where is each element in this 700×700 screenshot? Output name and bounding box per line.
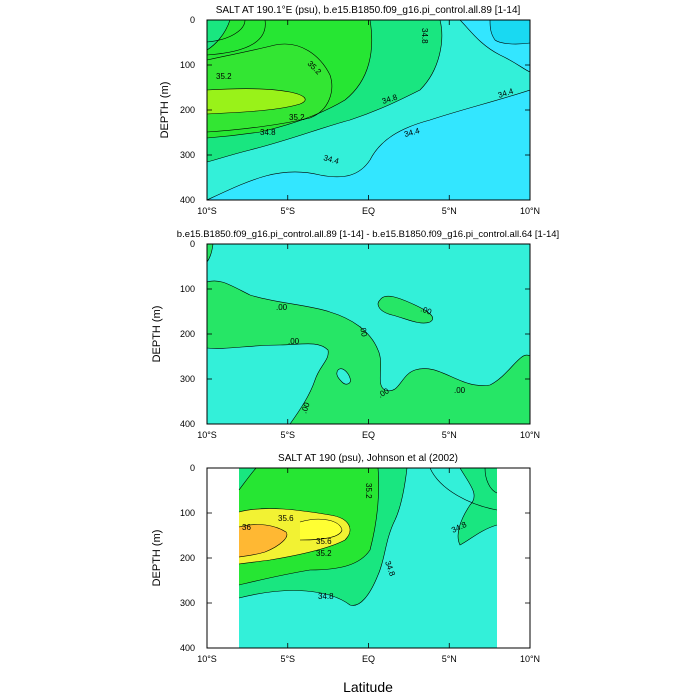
panel-1-yticks: 0 100 200 300 400: [180, 15, 530, 205]
panel-1-xticks: 10°S 5°S EQ 5°N 10°N: [197, 20, 540, 216]
panel-3-contours: 35.6 35.6 36 35.2 35.2 34.8 34.8 34.8: [238, 468, 498, 648]
panel-2-ytick-label: 300: [180, 374, 195, 384]
panel-3-xtick-label: 10°S: [197, 654, 217, 664]
panel-1-xtick-label: 5°S: [280, 206, 295, 216]
panel-1: SALT AT 190.1°E (psu), b.e15.B1850.f09_g…: [159, 5, 540, 216]
panel-3-label-5: 35.2: [316, 549, 332, 558]
panel-1-label-3: 35.2: [289, 113, 305, 122]
panel-2-xtick-label: 5°N: [442, 430, 457, 440]
panel-3-xtick-label: 5°N: [442, 654, 457, 664]
panel-1-xtick-label: EQ: [362, 206, 375, 216]
panel-1-ytick-label: 400: [180, 195, 195, 205]
panel-2: b.e15.B1850.f09_g16.pi_control.all.89 [1…: [151, 229, 559, 440]
panel-2-xtick-label: 10°N: [520, 430, 540, 440]
panel-2-label-4: .00: [358, 325, 369, 338]
panel-3-ytick-label: 0: [190, 463, 195, 473]
panel-1-label-9: 34.4: [322, 153, 340, 166]
panel-2-fill-pos-blob: [378, 296, 433, 324]
panel-3-xtick-label: EQ: [362, 654, 375, 664]
panel-2-fill-pos-main: [207, 280, 530, 424]
panel-3-xtick-label: 10°N: [520, 654, 540, 664]
panel-1-ytick-label: 300: [180, 150, 195, 160]
panel-3-label-4: 35.2: [364, 483, 373, 499]
panel-3-xticks: 10°S 5°S EQ 5°N 10°N: [197, 468, 540, 664]
panel-3-xlabel: Latitude: [343, 679, 393, 695]
panel-2-contours: .00 .00 .00 .00 .00 .00 .00: [207, 244, 530, 424]
panel-1-label-8: 34.4: [403, 126, 421, 139]
panel-3-label-8: 34.8: [318, 592, 334, 601]
panel-1-label-4: 34.8: [420, 28, 429, 44]
panel-1-lines: [207, 20, 530, 200]
panel-3-title: SALT AT 190 (psu), Johnson et al (2002): [278, 453, 458, 464]
panel-1-ylabel: DEPTH (m): [159, 82, 171, 139]
panel-1-title: SALT AT 190.1°E (psu), b.e15.B1850.f09_g…: [216, 5, 521, 16]
panel-2-ytick-label: 400: [180, 419, 195, 429]
panel-1-ytick-label: 0: [190, 15, 195, 25]
panel-2-label-6: .00: [454, 386, 466, 395]
panel-2-xtick-label: 5°S: [280, 430, 295, 440]
panel-3-ytick-label: 300: [180, 598, 195, 608]
panel-2-xtick-label: EQ: [362, 430, 375, 440]
panel-1-xtick-label: 5°N: [442, 206, 457, 216]
panel-2-xticks: 10°S 5°S EQ 5°N 10°N: [197, 244, 540, 440]
panel-1-contours: 35.2 35.2 35.2 34.8 34.8 34.8 34.4 34.4 …: [207, 20, 530, 200]
panel-3-label-3: 36: [242, 523, 251, 532]
panel-1-ytick-label: 100: [180, 60, 195, 70]
panel-2-lines: [207, 244, 530, 424]
panel-3-ytick-label: 200: [180, 553, 195, 563]
panel-3-yticks: 0 100 200 300 400: [180, 463, 530, 653]
panel-2-label-1: .00: [276, 303, 288, 312]
panel-1-xtick-label: 10°S: [197, 206, 217, 216]
panel-3-label-1: 35.6: [278, 514, 294, 523]
panel-3-fill-max: [239, 524, 287, 557]
panel-2-fill-corner: [207, 244, 213, 262]
panel-1-label-2: 35.2: [216, 72, 232, 81]
panel-3-fill-mid-right: [458, 468, 497, 545]
panel-2-label-2: .00: [288, 337, 300, 346]
panel-3-ytick-label: 400: [180, 643, 195, 653]
panel-2-ytick-label: 0: [190, 239, 195, 249]
panel-3-ylabel: DEPTH (m): [151, 530, 163, 587]
panel-3-lines: [238, 468, 498, 606]
panel-2-ytick-label: 100: [180, 284, 195, 294]
panel-3: SALT AT 190 (psu), Johnson et al (2002): [151, 453, 540, 695]
panel-2-label-7: .00: [299, 401, 311, 415]
panel-2-yticks: 0 100 200 300 400: [180, 239, 530, 429]
panel-1-label-6: 34.8: [260, 128, 276, 137]
panel-1-xtick-label: 10°N: [520, 206, 540, 216]
panel-3-fill-bright: [300, 519, 342, 540]
panel-3-ytick-label: 100: [180, 508, 195, 518]
panel-1-corner: [490, 20, 530, 44]
panel-1-fill-peak: [207, 88, 306, 114]
panel-3-xtick-label: 5°S: [280, 654, 295, 664]
panel-2-label-3: .00: [419, 304, 433, 316]
panel-3-label-2: 35.6: [316, 537, 332, 546]
panel-2-ylabel: DEPTH (m): [151, 306, 163, 363]
panel-2-ytick-label: 200: [180, 329, 195, 339]
panel-2-xtick-label: 10°S: [197, 430, 217, 440]
panel-2-title: b.e15.B1850.f09_g16.pi_control.all.89 [1…: [177, 229, 559, 240]
panel-1-ytick-label: 200: [180, 105, 195, 115]
